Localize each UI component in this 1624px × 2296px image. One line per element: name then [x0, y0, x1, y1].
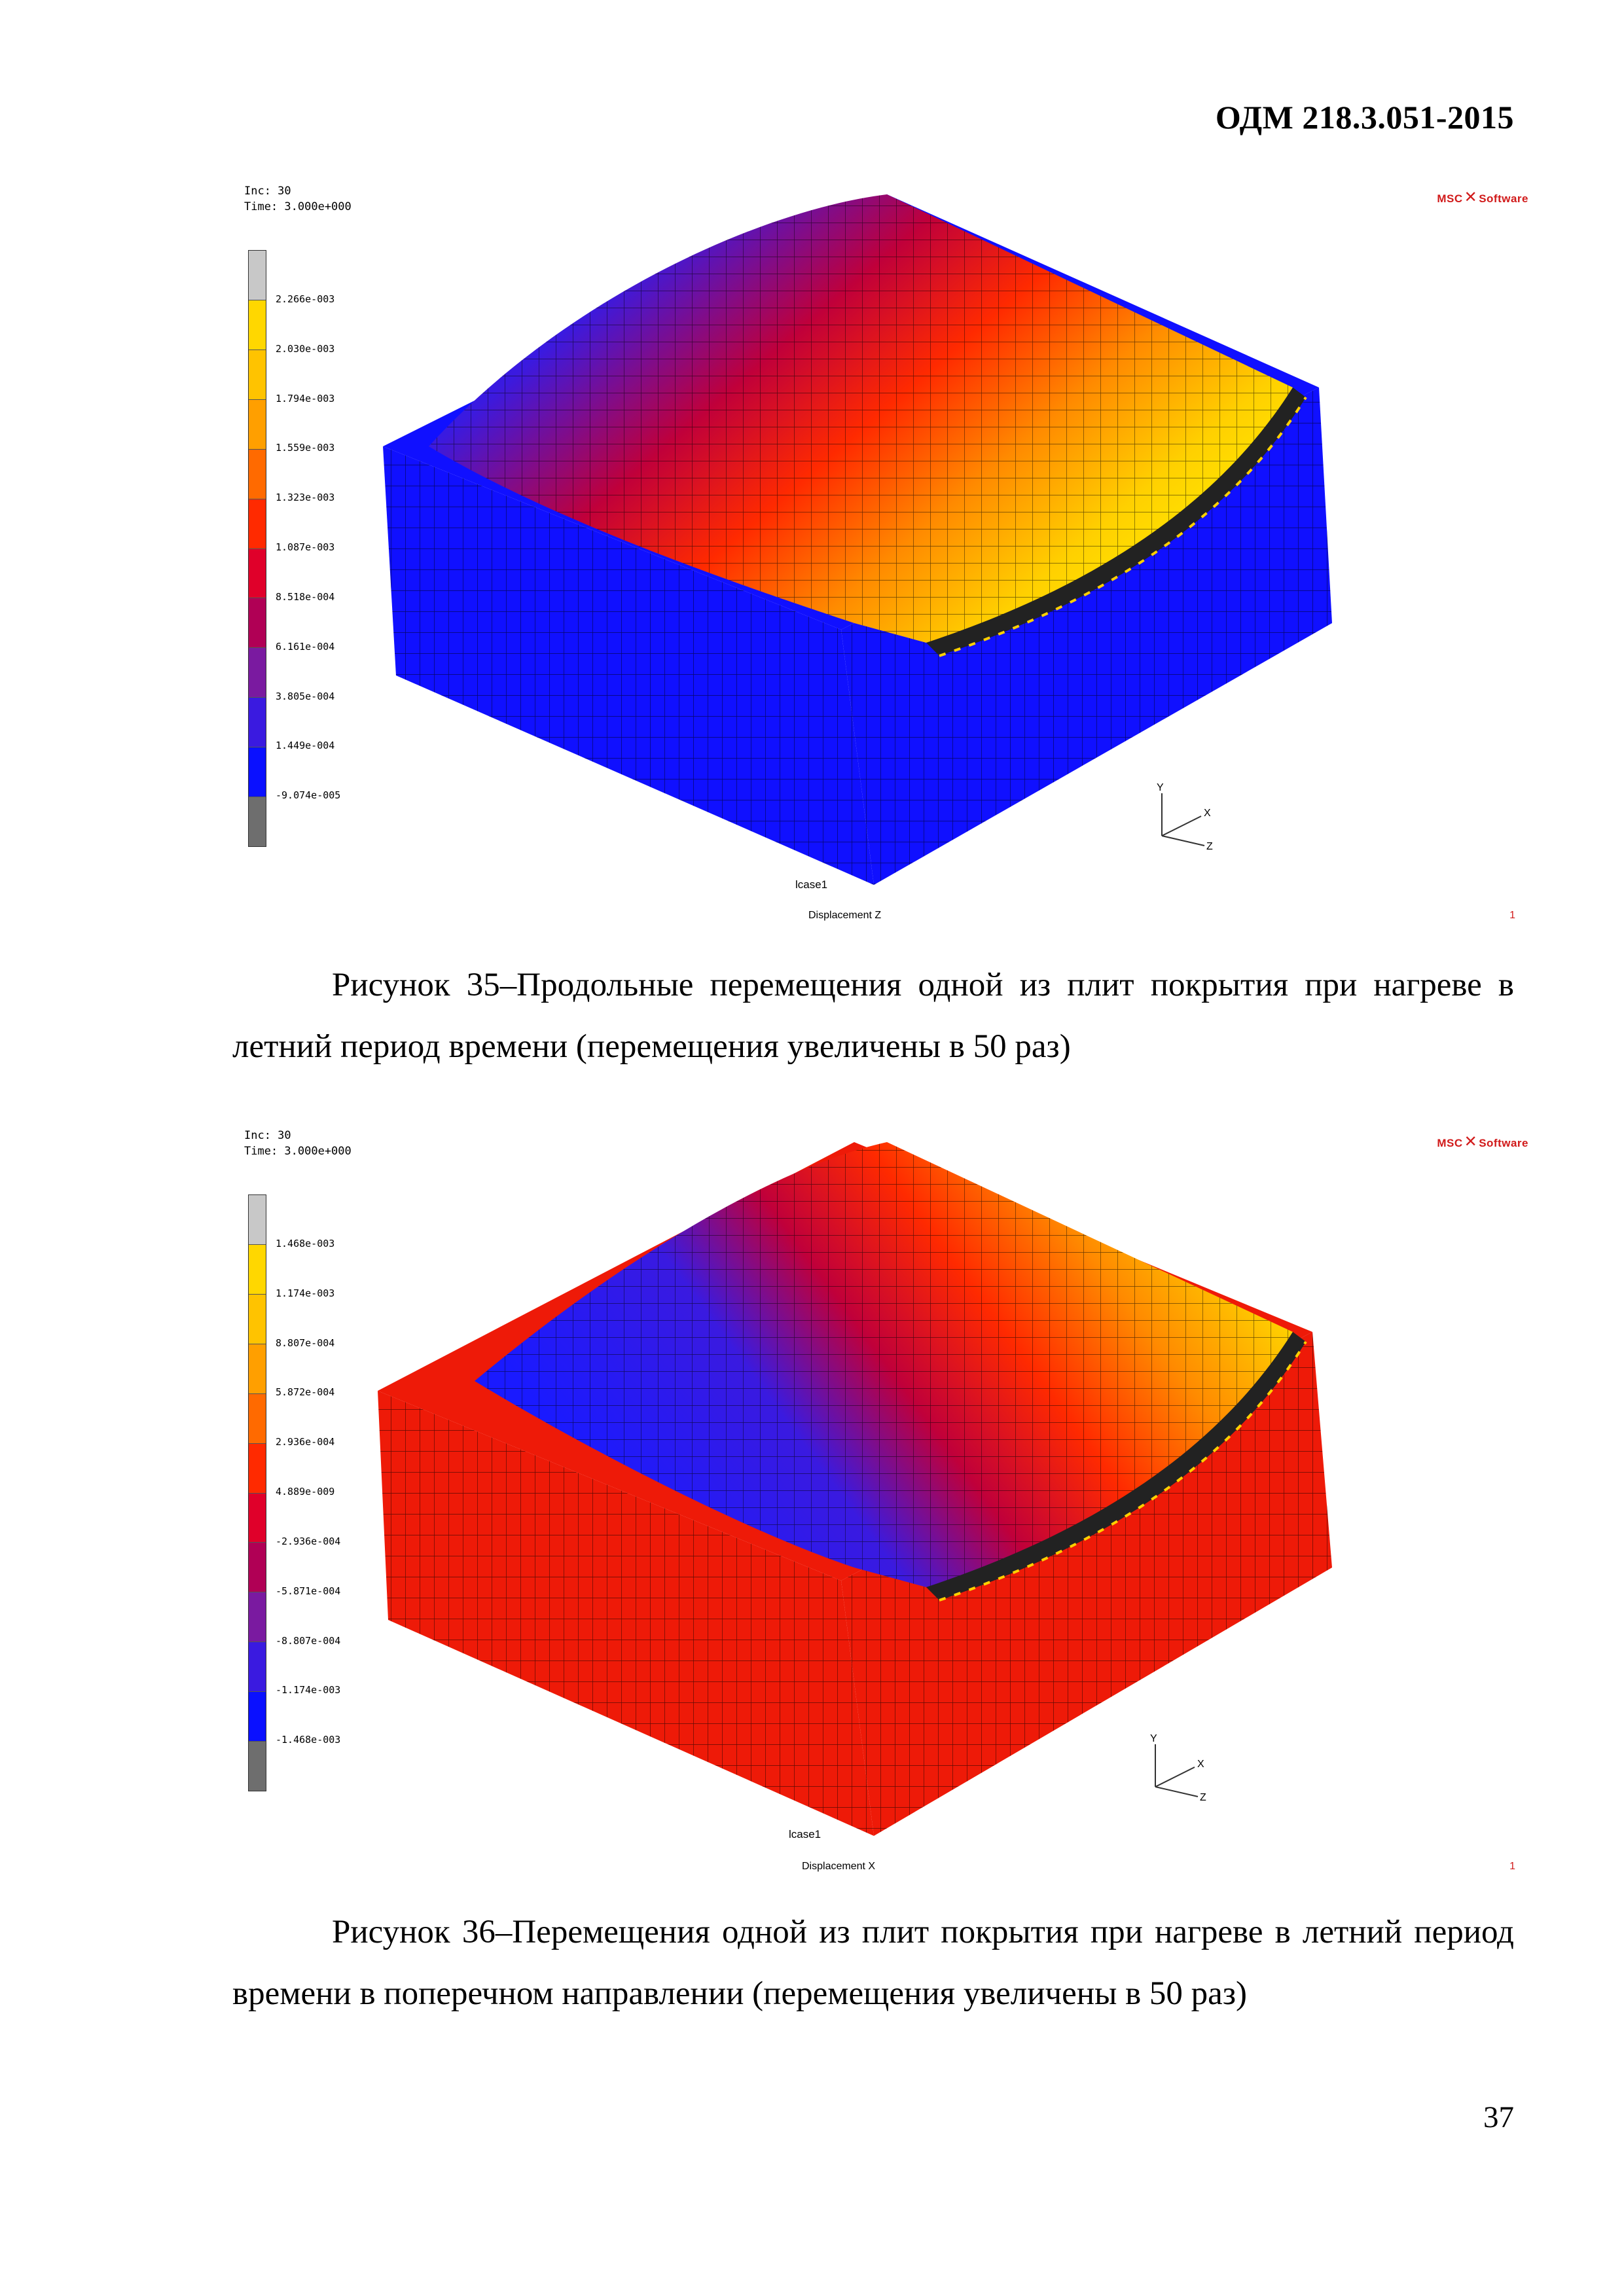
legend-value-label: 5.872e-004: [276, 1386, 335, 1399]
legend-value-label: -2.936e-004: [276, 1535, 341, 1547]
legend-value-label: 8.518e-004: [276, 590, 335, 603]
legend-swatch: [249, 698, 266, 748]
legend-swatch: [249, 449, 266, 499]
legend-swatch: [249, 1493, 266, 1543]
legend-swatch: [249, 1642, 266, 1693]
axis-triad: Y X Z: [1157, 782, 1213, 852]
axis-y-label: Y: [1150, 1733, 1157, 1744]
legend-swatch: [249, 1244, 266, 1295]
legend-labels: 2.266e-003 2.030e-003 1.794e-003 1.559e-003…: [276, 250, 380, 846]
legend-swatch: [249, 1592, 266, 1643]
legend-swatch: [249, 1692, 266, 1742]
legend-value-label: -8.807e-004: [276, 1634, 341, 1647]
legend-value-label: 1.468e-003: [276, 1237, 335, 1249]
legend-value-label: -1.468e-003: [276, 1734, 341, 1746]
legend-swatch: [249, 251, 266, 300]
inc-label: Inc: 30: [244, 185, 291, 198]
lcase-label: lcase1: [795, 878, 828, 891]
msc-software-logo: MSC✕ Software: [1437, 1133, 1528, 1151]
axis-y-label: Y: [1157, 782, 1164, 793]
legend-swatch: [249, 1742, 266, 1791]
axis-z-label: Z: [1200, 1792, 1206, 1803]
document-code: ОДМ 218.3.051-2015: [1215, 99, 1514, 135]
legend-value-label: 2.030e-003: [276, 342, 335, 355]
legend-value-label: -9.074e-005: [276, 789, 341, 802]
legend-swatch: [249, 1393, 266, 1444]
legend-swatch: [249, 399, 266, 450]
legend-swatch: [249, 350, 266, 400]
legend-swatch: [249, 548, 266, 599]
legend-value-label: 4.889e-009: [276, 1486, 335, 1498]
displacement-label: Displacement Z: [808, 910, 882, 921]
legend-value-label: 6.161e-004: [276, 640, 335, 653]
legend-value-label: 2.266e-003: [276, 293, 335, 305]
msc-software-logo: MSC✕ Software: [1437, 188, 1528, 206]
color-legend-bar: [248, 1194, 266, 1791]
legend-value-label: -1.174e-003: [276, 1684, 341, 1696]
legend-labels: 1.468e-003 1.174e-003 8.807e-004 5.872e-004…: [276, 1194, 380, 1790]
legend-value-label: 1.559e-003: [276, 442, 335, 454]
legend-value-label: 1.794e-003: [276, 392, 335, 404]
axis-z-label: Z: [1206, 841, 1213, 852]
legend-swatch: [249, 797, 266, 847]
figure-35-caption: Рисунок 35–Продольные перемещения одной …: [232, 967, 1514, 1065]
legend-value-label: 1.087e-003: [276, 541, 335, 553]
frame-number: 1: [1509, 1861, 1515, 1872]
figure-36-caption: Рисунок 36–Перемещения одной из плит пок…: [232, 1914, 1514, 2012]
increment-info: Inc: 30 Time: 3.000e+000: [244, 1128, 352, 1159]
time-label: Time: 3.000e+000: [244, 200, 352, 213]
legend-swatch: [249, 648, 266, 698]
color-legend-bar: [248, 250, 266, 847]
lcase-label: lcase1: [789, 1828, 821, 1840]
displacement-label: Displacement X: [802, 1861, 876, 1872]
legend-swatch: [249, 1344, 266, 1394]
figure-35: Inc: 30 Time: 3.000e+000 MSC✕ Software 2.…: [232, 171, 1528, 937]
figure-36: Inc: 30 Time: 3.000e+000 MSC✕ Software 1.…: [232, 1116, 1528, 1882]
legend-value-label: 8.807e-004: [276, 1336, 335, 1349]
legend-value-label: 1.323e-003: [276, 492, 335, 504]
legend-value-label: 3.805e-004: [276, 690, 335, 702]
axis-triad: Y X Z: [1150, 1733, 1206, 1803]
legend-value-label: 1.449e-004: [276, 740, 335, 752]
time-label: Time: 3.000e+000: [244, 1145, 352, 1158]
legend-value-label: 1.174e-003: [276, 1287, 335, 1299]
axis-x-label: X: [1204, 808, 1211, 819]
legend-swatch: [249, 300, 266, 350]
inc-label: Inc: 30: [244, 1129, 291, 1142]
fe-model-view: [383, 194, 1332, 885]
legend-swatch: [249, 1443, 266, 1494]
axis-x-label: X: [1197, 1759, 1204, 1770]
fe-model-view: [378, 1142, 1332, 1836]
legend-swatch: [249, 1195, 266, 1245]
legend-value-label: -5.871e-004: [276, 1585, 341, 1597]
legend-swatch: [249, 1543, 266, 1593]
legend-value-label: 2.936e-004: [276, 1436, 335, 1448]
legend-swatch: [249, 598, 266, 649]
legend-swatch: [249, 499, 266, 549]
frame-number: 1: [1509, 910, 1515, 921]
legend-swatch: [249, 747, 266, 798]
increment-info: Inc: 30 Time: 3.000e+000: [244, 183, 352, 215]
legend-swatch: [249, 1294, 266, 1344]
page-number: 37: [1483, 2100, 1514, 2134]
